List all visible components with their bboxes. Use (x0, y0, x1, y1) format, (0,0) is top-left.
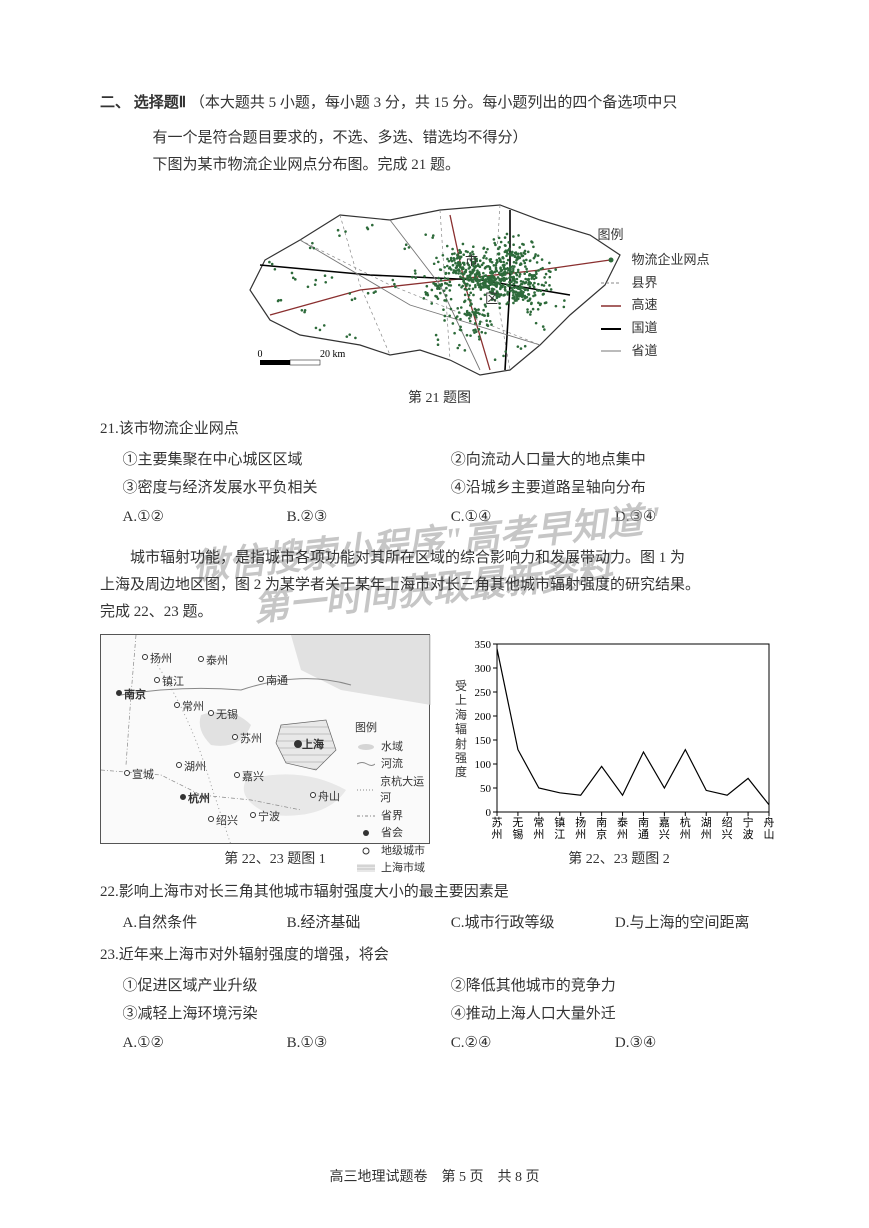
q23-stem: 23.近年来上海市对外辐射强度的增强，将会 (100, 941, 779, 970)
city-label-杭州: 杭州 (188, 790, 210, 806)
chart-ylabel: 受上海辐射强度 (455, 679, 470, 780)
city-label-苏州: 苏州 (240, 730, 262, 746)
city-label-南京: 南京 (124, 686, 146, 702)
question-22: 22.影响上海市对长三角其他城市辐射强度大小的最主要因素是 A.自然条件 B.经… (100, 878, 779, 937)
figure-21: 市 区 0 20 km 图例 物流企业网点 县界 高速 国道 省道 (100, 185, 779, 385)
svg-text:20 km: 20 km (320, 349, 346, 360)
q21-opt-a: A.①② (123, 503, 287, 532)
legend-21: 图例 物流企业网点 县界 高速 国道 省道 (597, 225, 709, 364)
svg-text:扬: 扬 (575, 815, 586, 829)
svg-text:锡: 锡 (512, 827, 523, 841)
q21-opt-c: C.①④ (451, 503, 615, 532)
q21-opt-d: D.③④ (615, 503, 779, 532)
q21-st2: ②向流动人口量大的地点集中 (451, 446, 779, 475)
svg-text:舟: 舟 (764, 815, 775, 829)
svg-text:南: 南 (596, 816, 607, 829)
svg-text:州: 州 (533, 829, 544, 841)
city-label-南通: 南通 (266, 672, 288, 688)
question-21: 21.该市物流企业网点 ①主要集聚在中心城区区域 ②向流动人口量大的地点集中 ③… (100, 415, 779, 531)
figure21-intro: 下图为某市物流企业网点分布图。完成 21 题。 (100, 152, 779, 179)
legend-2223-1: 图例 水域 河流 京杭大运河 省界 省会 地级城市 上海市域 (355, 720, 433, 878)
svg-text:50: 50 (480, 783, 492, 795)
passage-2223: 城市辐射功能，是指城市各项功能对其所在区域的综合影响力和发展带动力。图 1 为 … (100, 545, 779, 626)
svg-text:350: 350 (475, 639, 492, 651)
svg-text:300: 300 (475, 663, 492, 675)
q22-stem: 22.影响上海市对长三角其他城市辐射强度大小的最主要因素是 (100, 878, 779, 907)
figure-2223-1: 图例 水域 河流 京杭大运河 省界 省会 地级城市 上海市域 扬州泰州镇江南通南… (100, 634, 450, 868)
section-number: 二、 (100, 95, 130, 111)
section-instruction-2: 有一个是符合题目要求的，不选、多选、错选均不得分） (100, 125, 779, 152)
q23-opt-d: D.③④ (615, 1029, 779, 1058)
city-label-泰州: 泰州 (206, 652, 228, 668)
svg-text:常: 常 (533, 816, 544, 829)
svg-text:杭: 杭 (680, 815, 691, 829)
city-label-扬州: 扬州 (150, 650, 172, 666)
city-label-宁波: 宁波 (258, 808, 280, 824)
svg-text:嘉: 嘉 (659, 815, 670, 829)
svg-text:200: 200 (475, 711, 492, 723)
city-label-嘉兴: 嘉兴 (242, 768, 264, 784)
svg-text:泰: 泰 (617, 815, 628, 829)
q22-opt-a: A.自然条件 (123, 909, 287, 938)
svg-text:镇: 镇 (554, 815, 565, 829)
city-label-舟山: 舟山 (318, 788, 340, 804)
city-label-上海: 上海 (302, 736, 324, 752)
svg-text:无: 无 (512, 817, 523, 829)
q22-opt-c: C.城市行政等级 (451, 909, 615, 938)
svg-text:250: 250 (475, 687, 492, 699)
svg-text:0: 0 (257, 349, 262, 360)
q23-st2: ②降低其他城市的竞争力 (451, 972, 779, 1001)
svg-text:州: 州 (701, 829, 712, 841)
svg-text:京: 京 (596, 827, 607, 841)
figure-21-label: 第 21 题图 (100, 387, 779, 407)
svg-text:绍: 绍 (722, 815, 733, 829)
svg-text:山: 山 (764, 828, 775, 841)
city-label-镇江: 镇江 (162, 673, 184, 689)
legend-21-title: 图例 (597, 225, 709, 246)
svg-text:江: 江 (554, 828, 565, 841)
q21-opt-b: B.②③ (287, 503, 451, 532)
svg-text:波: 波 (743, 828, 754, 841)
figure-2223-2-label: 第 22、23 题图 2 (459, 848, 779, 868)
svg-text:100: 100 (475, 759, 492, 771)
city-label-常州: 常州 (182, 698, 204, 714)
city-label-湖州: 湖州 (184, 758, 206, 774)
q21-stem: 21.该市物流企业网点 (100, 415, 779, 444)
q23-st3: ③减轻上海环境污染 (123, 1000, 451, 1029)
q22-opt-d: D.与上海的空间距离 (615, 909, 779, 938)
q23-opt-b: B.①③ (287, 1029, 451, 1058)
page-footer: 高三地理试题卷 第 5 页 共 8 页 (0, 1166, 869, 1186)
q23-st1: ①促进区域产业升级 (123, 972, 451, 1001)
figure-2223-2: 受上海辐射强度 050100150200250300350苏州无锡常州镇江扬州南… (459, 634, 779, 868)
q21-st3: ③密度与经济发展水平负相关 (123, 474, 451, 503)
question-23: 23.近年来上海市对外辐射强度的增强，将会 ①促进区域产业升级 ②降低其他城市的… (100, 941, 779, 1057)
q21-st1: ①主要集聚在中心城区区域 (123, 446, 451, 475)
city-label-宣城: 宣城 (132, 766, 154, 782)
svg-text:湖: 湖 (701, 816, 712, 829)
svg-text:150: 150 (475, 735, 492, 747)
map21-district-label: 区 (485, 291, 498, 306)
svg-text:通: 通 (638, 828, 649, 841)
q22-opt-b: B.经济基础 (287, 909, 451, 938)
svg-text:宁: 宁 (743, 815, 754, 829)
city-label-绍兴: 绍兴 (216, 812, 238, 828)
q23-opt-c: C.②④ (451, 1029, 615, 1058)
q23-st4: ④推动上海人口大量外迁 (451, 1000, 779, 1029)
city-label-无锡: 无锡 (216, 706, 238, 722)
map21-city-label: 市 (465, 253, 478, 268)
svg-text:州: 州 (617, 829, 628, 841)
svg-text:苏: 苏 (492, 816, 503, 829)
svg-text:州: 州 (680, 829, 691, 841)
section-header: 二、 选择题Ⅱ （本大题共 5 小题，每小题 3 分，共 15 分。每小题列出的… (100, 90, 779, 117)
svg-text:兴: 兴 (722, 828, 733, 841)
svg-text:州: 州 (575, 829, 586, 841)
svg-text:州: 州 (492, 829, 503, 841)
q23-opt-a: A.①② (123, 1029, 287, 1058)
section-title: 选择题Ⅱ (134, 95, 186, 111)
line-chart-svg: 050100150200250300350苏州无锡常州镇江扬州南京泰州南通嘉兴杭… (459, 634, 779, 844)
q21-st4: ④沿城乡主要道路呈轴向分布 (451, 474, 779, 503)
svg-text:南: 南 (638, 816, 649, 829)
section-instruction-1: （本大题共 5 小题，每小题 3 分，共 15 分。每小题列出的四个备选项中只 (190, 95, 678, 111)
svg-text:兴: 兴 (659, 828, 670, 841)
